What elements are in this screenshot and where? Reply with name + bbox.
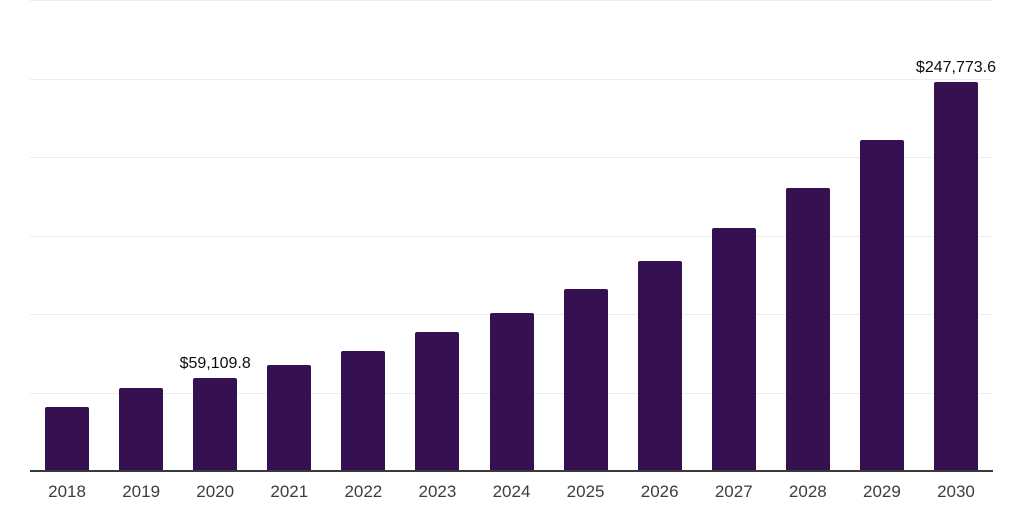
x-tick-label-2024: 2024 [492,482,531,501]
bars-container: 40700 52800 59109.8 $59,109.8 67400 76300 8840… [30,0,997,471]
bar-2022[interactable]: 76300 [341,351,386,471]
x-tick-label-2028: 2028 [788,482,827,501]
bar-cell-2020: 59109.8 $59,109.8 [178,0,252,471]
x-tick-label-2026: 2026 [640,482,679,501]
gridline-200000 [30,157,993,158]
bar-cell-2022: 76300 [326,0,400,471]
x-tick-label-2029: 2029 [862,482,901,501]
x-tick-label-2019: 2019 [122,482,161,501]
x-tick-label-2020: 2020 [196,482,235,501]
x-axis-line [30,470,993,472]
bar-2019[interactable]: 52800 [119,388,164,471]
gridline-150000 [30,235,993,237]
data-label-2020: $59,109.8 [179,355,251,373]
x-tick-label-2018: 2018 [48,482,86,501]
bar-2024[interactable]: 100400 [489,313,534,471]
x-tick-label-2022: 2022 [344,482,383,501]
bar-cell-2030: 247773.6 $247,773.6 [915,0,997,471]
gridline-250000 [30,78,993,80]
bar-2027[interactable]: 155100 [711,227,756,471]
bar-cell-2026: 133500 [623,0,697,471]
x-tick-label-2023: 2023 [418,482,457,501]
bar-cell-2023: 88400 [400,0,474,471]
bar-cell-2019: 52800 [104,0,178,471]
bar-2030[interactable]: 247773.6 [933,82,978,471]
bar-2020[interactable]: 59109.8 [193,378,238,471]
bar-cell-2018: 40700 [30,0,104,471]
bar-cell-2025: 115700 [549,0,623,471]
gridline-300000 [30,0,993,1]
bar-cell-2027: 155100 [697,0,771,471]
bar-cell-2021: 67400 [252,0,326,471]
bar-2023[interactable]: 88400 [415,332,460,471]
bar-cell-2029: 211000 [845,0,919,471]
bar-2028[interactable]: 180500 [785,187,830,471]
bar-2029[interactable]: 211000 [859,139,904,471]
x-axis-labels: 2018 2019 2020 2021 2022 2023 2024 2025 2026 2027… [30,482,993,502]
bar-2025[interactable]: 115700 [563,289,608,471]
data-label-2030: $247,773.6 [915,59,997,76]
x-tick-label-2030: 2030 [937,482,975,501]
x-tick-label-2025: 2025 [566,482,605,501]
plot-area: 40700 52800 59109.8 $59,109.8 67400 76300 8840… [30,0,997,472]
bar-2021[interactable]: 67400 [267,365,312,471]
bar-2026[interactable]: 133500 [637,261,682,471]
bar-2018[interactable]: 40700 [45,407,90,471]
x-tick-label-2021: 2021 [270,482,309,501]
bar-cell-2024: 100400 [474,0,548,471]
bar-cell-2028: 180500 [771,0,845,471]
x-tick-label-2027: 2027 [714,482,753,501]
